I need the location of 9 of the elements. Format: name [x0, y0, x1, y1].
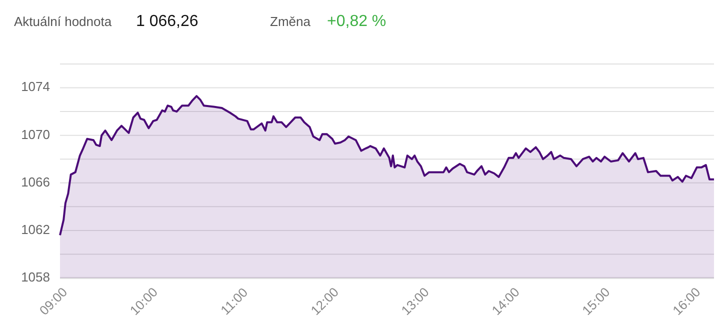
y-tick-label: 1062 [21, 222, 50, 237]
text: +0,82 % [327, 13, 386, 30]
text: Aktuální hodnota [14, 14, 112, 29]
y-tick-label: 1070 [21, 126, 50, 142]
y-tick-label: 1074 [21, 79, 50, 94]
y-tick-label: 1066 [21, 174, 50, 190]
y-tick-label: 1058 [21, 269, 50, 284]
text: Změna [270, 14, 312, 29]
text: 1 066,26 [136, 13, 198, 30]
